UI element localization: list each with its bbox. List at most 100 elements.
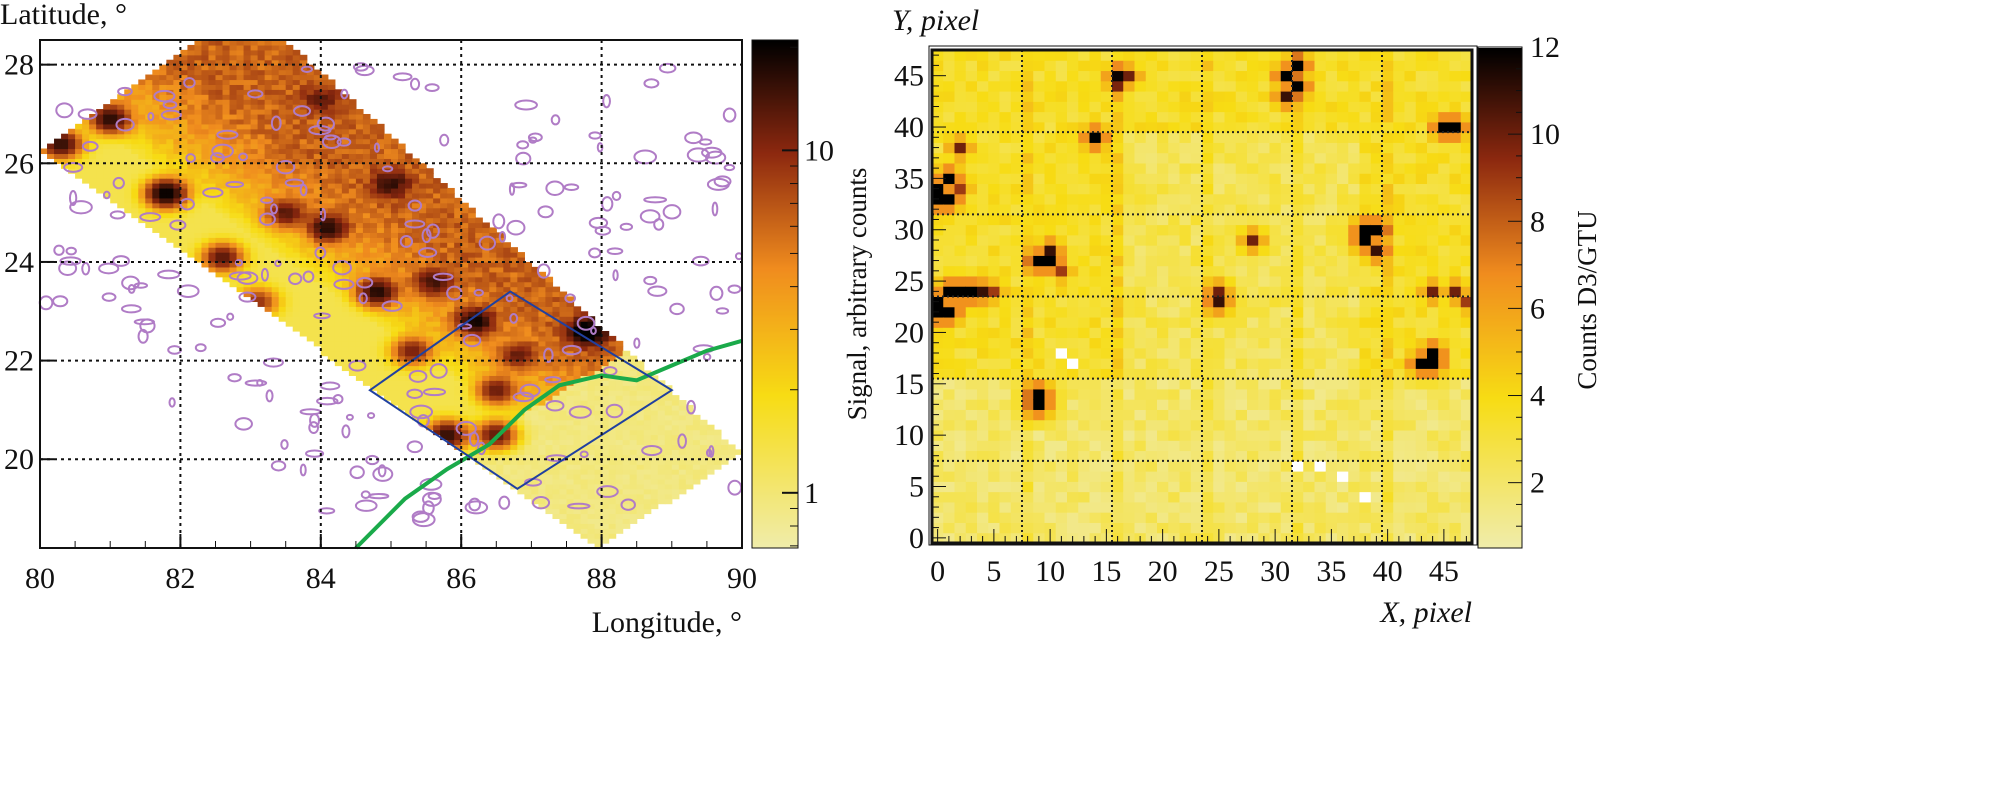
heatmap-cell (440, 395, 448, 401)
colorbar-segment (752, 384, 798, 387)
heatmap-cell (538, 439, 547, 446)
heatmap-cell (461, 291, 469, 298)
heatmap-cell (362, 350, 371, 357)
heatmap-cell (538, 454, 547, 460)
heatmap-cell (264, 266, 273, 273)
heatmap-cell (271, 281, 280, 288)
colorbar-segment (752, 86, 798, 89)
heatmap-cell (1033, 368, 1045, 380)
heatmap-cell (383, 380, 392, 386)
heatmap-cell (103, 123, 111, 130)
heatmap-cell (545, 385, 554, 391)
heatmap-cell (75, 133, 83, 140)
heatmap-cell (482, 321, 490, 327)
heatmap-cell (327, 148, 336, 155)
colorbar-segment (752, 166, 798, 169)
heatmap-cell (440, 187, 448, 194)
heatmap-cell (264, 123, 273, 130)
heatmap-cell (103, 163, 111, 169)
heatmap-cell (615, 449, 624, 455)
heatmap-cell (629, 385, 638, 391)
heatmap-cell (348, 163, 357, 169)
heatmap-cell (271, 69, 280, 76)
heatmap-cell (355, 202, 364, 209)
heatmap-cell (475, 276, 483, 283)
contour (211, 143, 234, 159)
heatmap-cell (1044, 460, 1057, 472)
heatmap-cell (977, 111, 989, 123)
heatmap-cell (454, 380, 462, 386)
heatmap-cell (636, 469, 645, 475)
heatmap-cell (96, 113, 104, 120)
heatmap-cell (257, 222, 266, 229)
heatmap-cell (650, 429, 659, 436)
heatmap-cell (341, 242, 350, 248)
heatmap-cell (222, 64, 231, 71)
heatmap-cell (622, 390, 631, 396)
heatmap-cell (124, 178, 132, 184)
heatmap-cell (215, 222, 224, 229)
colorbar-segment (752, 420, 798, 423)
heatmap-cell (215, 143, 224, 150)
heatmap-cell (187, 212, 196, 219)
heatmap-cell (243, 123, 252, 130)
heatmap-cell (552, 429, 561, 436)
heatmap-cell (348, 128, 357, 135)
heatmap-cell (257, 261, 266, 268)
heatmap-cell (454, 257, 462, 263)
heatmap-cell (943, 286, 955, 297)
heatmap-cell (510, 370, 518, 376)
heatmap-cell (201, 104, 210, 110)
contour (684, 131, 703, 145)
heatmap-cell (496, 286, 504, 293)
heatmap-cell (243, 143, 252, 150)
heatmap-cell (243, 183, 252, 189)
colorbar-segment (752, 418, 798, 421)
heatmap-cell (503, 335, 511, 342)
heatmap-cell (489, 380, 497, 386)
heatmap-cell (320, 271, 329, 278)
heatmap-cell (208, 59, 217, 66)
heatmap-cell (327, 113, 336, 120)
heatmap-cell (643, 395, 652, 401)
heatmap-cell (215, 64, 224, 71)
heatmap-cell (299, 89, 308, 95)
contour (588, 131, 602, 140)
heatmap-cell (299, 222, 308, 229)
heatmap-cell (510, 330, 518, 337)
heatmap-cell (447, 252, 455, 258)
heatmap-cell (461, 242, 469, 248)
heatmap-cell (1022, 132, 1034, 143)
heatmap-cell (208, 143, 217, 150)
heatmap-cell (89, 158, 97, 164)
heatmap-cell (650, 414, 659, 421)
heatmap-cell (313, 266, 322, 273)
heatmap-cell (671, 483, 680, 490)
heatmap-cell (306, 94, 315, 100)
heatmap-cell (405, 390, 413, 396)
heatmap-cell (369, 296, 378, 302)
colorbar-segment (752, 450, 798, 453)
heatmap-cell (369, 380, 378, 386)
heatmap-cell (229, 207, 238, 214)
colorbar-segment (752, 138, 798, 141)
heatmap-cell (348, 326, 357, 332)
heatmap-cell (159, 123, 167, 130)
heatmap-cell (306, 252, 315, 258)
heatmap-cell (489, 449, 497, 455)
heatmap-cell (278, 217, 287, 224)
heatmap-cell (362, 375, 371, 381)
heatmap-cell (341, 118, 350, 125)
colorbar-segment (752, 116, 798, 119)
heatmap-cell (187, 54, 196, 61)
heatmap-cell (194, 227, 203, 233)
heatmap-cell (496, 464, 504, 470)
heatmap-cell (355, 291, 364, 298)
heatmap-cell (215, 187, 224, 194)
heatmap-cell (440, 261, 448, 268)
heatmap-cell (391, 380, 399, 386)
heatmap-cell (334, 217, 343, 224)
heatmap-cell (954, 512, 967, 523)
heatmap-cell (447, 266, 455, 273)
heatmap-cell (454, 311, 462, 317)
